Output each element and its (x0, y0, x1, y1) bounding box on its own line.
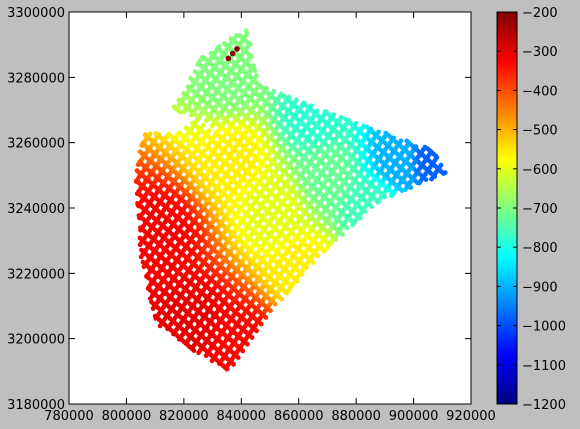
data-point (247, 41, 253, 47)
data-point (206, 128, 212, 134)
x-axis-ticks: 780000 800000 820000 840000 860000 880000 9000… (44, 12, 496, 424)
y-tick-label: 3280000 (7, 71, 65, 86)
data-point (391, 135, 396, 141)
data-point (235, 355, 241, 360)
data-point (244, 31, 250, 37)
data-point (422, 144, 428, 150)
data-point (253, 73, 259, 78)
data-point (315, 253, 321, 259)
data-point (147, 131, 153, 137)
data-point (231, 361, 237, 367)
colorbar-tick-label: −900 (522, 280, 558, 295)
data-point (428, 150, 434, 155)
colorbar-tick-label: −200 (522, 6, 558, 21)
data-point (293, 97, 299, 103)
data-point (346, 118, 352, 123)
data-point (340, 232, 345, 238)
data-point (442, 170, 448, 176)
colorbar-tick-label: −600 (522, 163, 558, 178)
y-tick-label: 3200000 (7, 333, 65, 348)
y-tick-label: 3260000 (7, 137, 65, 152)
data-point (240, 348, 246, 354)
data-point (361, 123, 366, 129)
data-point (279, 91, 284, 97)
colorbar-tick-label: −1000 (522, 320, 566, 335)
x-tick-label: 820000 (159, 409, 209, 424)
data-point (368, 126, 374, 132)
scatter-points (133, 28, 448, 372)
y-tick-label: 3240000 (7, 202, 65, 217)
data-point (286, 94, 292, 100)
outlier-point (234, 46, 240, 52)
data-point (217, 44, 222, 49)
y-tick-label: 3180000 (7, 398, 65, 413)
data-point (234, 33, 239, 38)
data-point (264, 85, 269, 91)
data-point (308, 103, 314, 109)
colorbar-tick-label: −300 (522, 45, 558, 60)
data-point (434, 155, 440, 161)
data-point (272, 301, 278, 307)
data-point (156, 132, 162, 137)
colorbar-tick-label: −800 (522, 241, 558, 256)
data-point (200, 122, 206, 128)
colorbar-tick-label: −500 (522, 124, 558, 139)
colorbar-tick-label: −1200 (522, 398, 566, 413)
data-point (314, 108, 320, 114)
x-tick-label: 900000 (389, 409, 439, 424)
data-point (398, 138, 404, 144)
data-point (176, 131, 182, 136)
data-point (338, 115, 344, 120)
data-point (263, 315, 269, 320)
data-point (254, 328, 259, 334)
data-point (256, 83, 262, 88)
data-point (369, 204, 374, 210)
data-point (271, 88, 277, 94)
data-point (268, 308, 273, 314)
data-point (438, 162, 444, 168)
x-tick-label: 920000 (446, 409, 496, 424)
outlier-point (229, 50, 236, 57)
data-point (383, 132, 389, 138)
data-point (165, 132, 171, 138)
x-tick-label: 880000 (331, 409, 381, 424)
colorbar-tick-label: −700 (522, 202, 558, 217)
data-point (279, 296, 284, 302)
data-point (323, 109, 329, 114)
data-point (344, 225, 350, 231)
x-tick-label: 780000 (44, 409, 94, 424)
data-point (406, 141, 411, 147)
data-point (310, 260, 316, 265)
y-tick-label: 3300000 (7, 6, 65, 21)
x-tick-label: 840000 (216, 409, 266, 424)
data-point (249, 335, 255, 340)
data-point (322, 248, 327, 254)
data-point (353, 120, 359, 126)
data-point (258, 321, 264, 327)
colorbar-tick-label: −400 (522, 84, 558, 99)
colorbar-tick-label: −1100 (522, 359, 566, 374)
y-tick-label: 3220000 (7, 267, 65, 282)
y-axis-ticks: 3180000 3200000 3220000 3240000 3260000 32800… (7, 6, 471, 413)
data-point (301, 100, 307, 106)
data-point (248, 53, 254, 59)
data-point (413, 144, 419, 150)
x-tick-label: 800000 (102, 409, 152, 424)
x-tick-label: 860000 (274, 409, 324, 424)
data-point (245, 341, 250, 347)
data-point (178, 109, 183, 115)
colorbar-ticks: −1200 −1100 −1000 −900 −800 −700 −600 −500 −400 −… (497, 6, 566, 413)
data-point (376, 129, 381, 135)
data-point (331, 112, 337, 117)
data-point (200, 55, 205, 60)
data-point (251, 63, 256, 69)
outlier-point (225, 55, 232, 62)
